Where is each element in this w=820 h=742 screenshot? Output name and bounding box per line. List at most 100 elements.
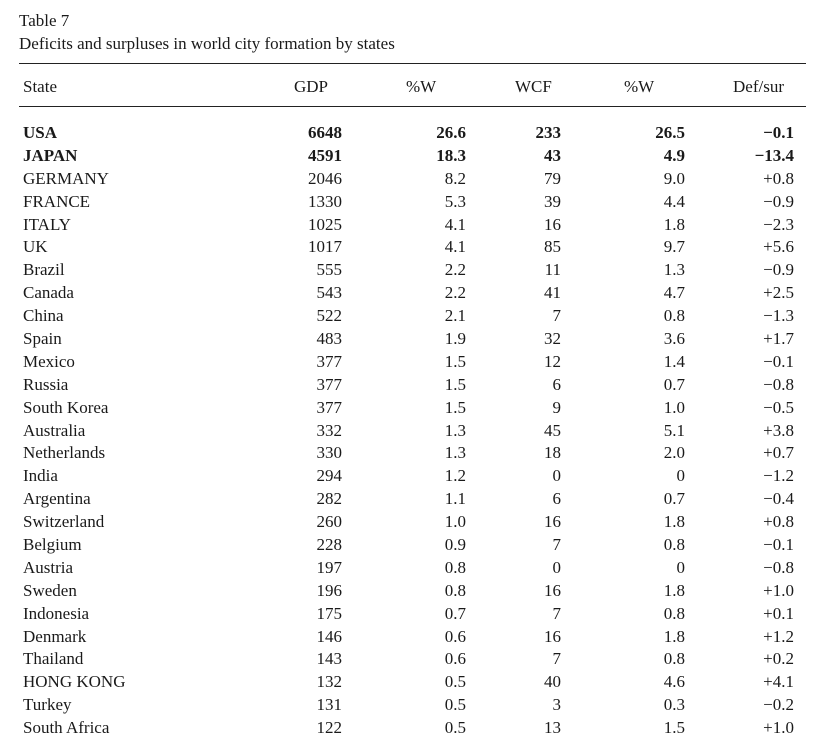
table-row: Spain 483 1.9 32 3.6 +1.7 — [0, 328, 820, 351]
cell-def-sur: −1.2 — [763, 466, 794, 486]
cell-gdp: 282 — [316, 489, 343, 509]
cell-gdp: 330 — [316, 443, 343, 463]
cell-state: South Africa — [23, 718, 110, 738]
cell-state: JAPAN — [23, 145, 78, 165]
cell-wcf: 6 — [552, 374, 562, 394]
cell-gdp-percent-world: 1.5 — [444, 374, 466, 394]
cell-def-sur: −0.9 — [763, 191, 794, 211]
cell-gdp-percent-world: 0.6 — [444, 626, 466, 646]
table-row: Indonesia 175 0.7 7 0.8 +0.1 — [0, 603, 820, 626]
cell-wcf-percent-world: 4.9 — [663, 145, 685, 165]
cell-gdp-percent-world: 1.0 — [444, 512, 466, 532]
cell-state: Thailand — [23, 649, 84, 669]
cell-def-sur: +3.8 — [763, 420, 794, 440]
cell-gdp-percent-world: 1.3 — [444, 420, 466, 440]
cell-def-sur: +4.1 — [763, 672, 794, 692]
table-row: South Africa 122 0.5 13 1.5 +1.0 — [0, 717, 820, 740]
cell-wcf: 7 — [552, 306, 562, 326]
table-title: Deficits and surpluses in world city for… — [19, 34, 395, 53]
cell-wcf-percent-world: 1.3 — [663, 260, 685, 280]
cell-gdp: 522 — [316, 306, 343, 326]
cell-gdp: 131 — [316, 695, 343, 715]
cell-gdp-percent-world: 8.2 — [444, 168, 466, 188]
cell-gdp-percent-world: 1.1 — [444, 489, 466, 509]
table-row: Netherlands 330 1.3 18 2.0 +0.7 — [0, 442, 820, 465]
cell-gdp-percent-world: 1.3 — [444, 443, 466, 463]
cell-gdp: 122 — [316, 718, 343, 738]
cell-wcf-percent-world: 9.7 — [663, 237, 685, 257]
cell-state: USA — [23, 123, 58, 142]
cell-state: FRANCE — [23, 191, 91, 211]
cell-wcf-percent-world: 1.5 — [663, 718, 685, 738]
cell-gdp: 260 — [316, 512, 343, 532]
cell-wcf: 41 — [544, 283, 561, 303]
table-header: State GDP %W WCF %W Def/sur — [0, 77, 820, 99]
cell-def-sur: −0.1 — [763, 351, 794, 371]
table-row: Brazil 555 2.2 11 1.3 −0.9 — [0, 259, 820, 282]
table-row: Mexico 377 1.5 12 1.4 −0.1 — [0, 351, 820, 374]
table-row: HONG KONG 132 0.5 40 4.6 +4.1 — [0, 671, 820, 694]
cell-state: Turkey — [23, 695, 72, 715]
cell-gdp-percent-world: 5.3 — [444, 191, 466, 211]
table-row: Russia 377 1.5 6 0.7 −0.8 — [0, 374, 820, 397]
cell-def-sur: +0.8 — [763, 512, 794, 532]
cell-state: UK — [23, 237, 48, 257]
table-row: Argentina 282 1.1 6 0.7 −0.4 — [0, 488, 820, 511]
cell-gdp-percent-world: 1.5 — [444, 397, 466, 417]
cell-state: Mexico — [23, 351, 75, 371]
table-number: Table 7 — [19, 11, 70, 30]
cell-wcf: 45 — [544, 420, 561, 440]
column-header-state: State — [23, 77, 57, 96]
cell-gdp: 196 — [316, 580, 343, 600]
table-row: Canada 543 2.2 41 4.7 +2.5 — [0, 282, 820, 305]
cell-state: Netherlands — [23, 443, 106, 463]
cell-state: HONG KONG — [23, 672, 126, 692]
cell-wcf: 7 — [552, 603, 562, 623]
cell-gdp-percent-world: 26.6 — [436, 123, 466, 142]
cell-gdp: 377 — [316, 397, 343, 417]
top-rule — [19, 63, 806, 64]
cell-state: Austria — [23, 557, 74, 577]
cell-wcf: 16 — [544, 580, 561, 600]
cell-gdp-percent-world: 2.2 — [444, 283, 466, 303]
cell-def-sur: +0.2 — [763, 649, 794, 669]
cell-wcf: 12 — [544, 351, 561, 371]
table-row: Belgium 228 0.9 7 0.8 −0.1 — [0, 534, 820, 557]
cell-wcf-percent-world: 1.8 — [663, 580, 685, 600]
cell-gdp: 143 — [316, 649, 343, 669]
cell-wcf-percent-world: 1.8 — [663, 512, 685, 532]
cell-wcf: 7 — [552, 649, 562, 669]
cell-wcf: 0 — [552, 466, 562, 486]
cell-gdp-percent-world: 0.5 — [444, 695, 466, 715]
table-row: Turkey 131 0.5 3 0.3 −0.2 — [0, 694, 820, 717]
cell-def-sur: +5.6 — [763, 237, 794, 257]
cell-gdp-percent-world: 0.8 — [444, 557, 466, 577]
cell-wcf-percent-world: 0 — [676, 557, 686, 577]
cell-gdp-percent-world: 1.9 — [444, 329, 466, 349]
cell-state: Canada — [23, 283, 74, 303]
cell-gdp: 146 — [316, 626, 343, 646]
cell-gdp: 175 — [316, 603, 343, 623]
cell-wcf: 9 — [552, 397, 562, 417]
cell-gdp: 294 — [316, 466, 343, 486]
cell-gdp-percent-world: 0.9 — [444, 535, 466, 555]
cell-wcf: 233 — [535, 123, 562, 142]
cell-state: Indonesia — [23, 603, 90, 623]
cell-gdp-percent-world: 18.3 — [436, 145, 466, 165]
cell-gdp: 4591 — [308, 145, 342, 165]
table-body: USA 6648 26.6 233 26.5 −0.1 JAPAN 4591 18.3 43 4.9… — [0, 122, 820, 740]
cell-gdp: 228 — [316, 535, 343, 555]
cell-def-sur: −1.3 — [763, 306, 794, 326]
cell-wcf-percent-world: 1.4 — [663, 351, 685, 371]
cell-gdp: 1025 — [308, 214, 342, 234]
cell-state: ITALY — [23, 214, 71, 234]
cell-gdp: 132 — [316, 672, 343, 692]
cell-gdp-percent-world: 0.5 — [444, 718, 466, 738]
cell-gdp: 483 — [316, 329, 343, 349]
cell-def-sur: +1.7 — [763, 329, 794, 349]
column-header-gdp-percent-world: %W — [406, 77, 437, 96]
cell-gdp: 543 — [316, 283, 343, 303]
cell-gdp-percent-world: 2.2 — [444, 260, 466, 280]
cell-wcf: 6 — [552, 489, 562, 509]
cell-def-sur: +0.7 — [763, 443, 794, 463]
